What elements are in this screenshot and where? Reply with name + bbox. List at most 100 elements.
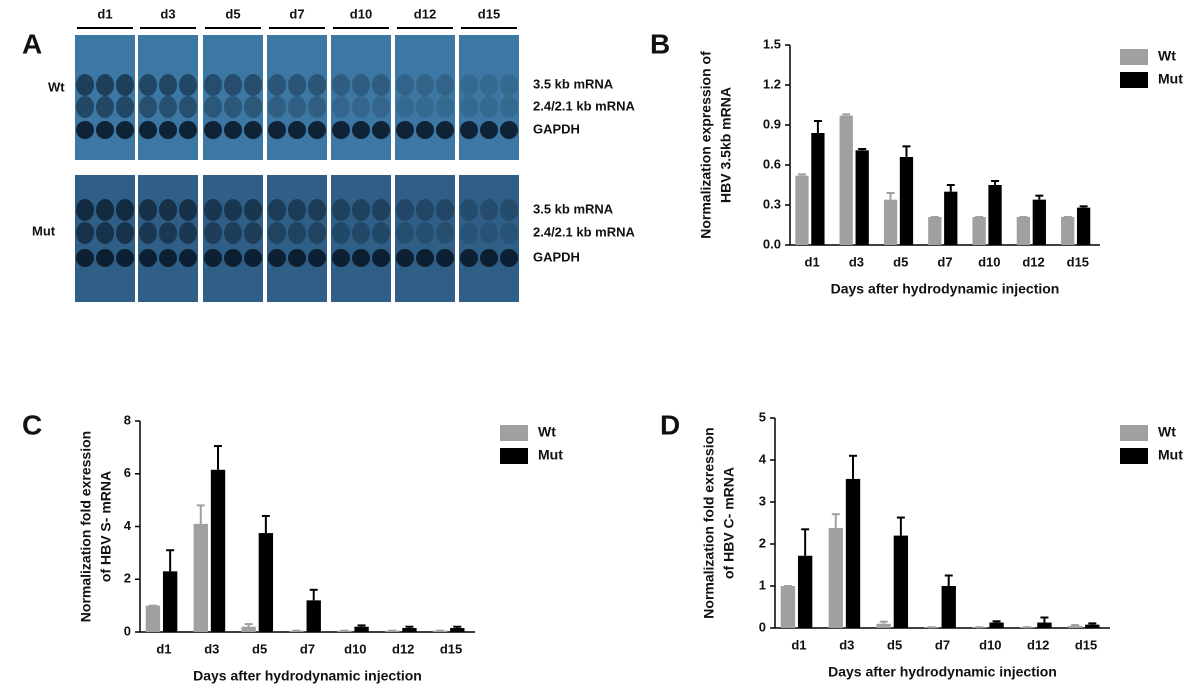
blot-band <box>500 121 518 139</box>
blot-band <box>224 199 242 221</box>
bar <box>1037 622 1052 628</box>
error-bar <box>849 454 858 479</box>
blot-band <box>332 249 350 267</box>
blot-band <box>244 96 262 118</box>
blot-band <box>244 222 262 244</box>
y-tick-label: 1.5 <box>763 36 781 51</box>
error-bar <box>405 625 414 629</box>
band-label: 2.4/2.1 kb mRNA <box>533 98 635 113</box>
bar <box>972 217 986 245</box>
y-tick-label: 0.0 <box>763 236 781 251</box>
blot-band <box>480 249 498 267</box>
y-tick-label: 0.6 <box>763 156 781 171</box>
error-bar <box>944 574 953 586</box>
blot-band <box>204 74 222 96</box>
bar <box>797 555 813 628</box>
bar <box>944 191 958 245</box>
x-tick-label: d5 <box>887 637 902 652</box>
x-tick-label: d12 <box>1022 254 1044 269</box>
bar <box>306 600 321 632</box>
blot-band <box>139 249 157 267</box>
blot-band <box>159 249 177 267</box>
panel-label: A <box>22 28 42 59</box>
blot-band <box>159 96 177 118</box>
error-bar <box>261 514 270 534</box>
blot-band <box>332 121 350 139</box>
x-axis-label: Days after hydrodynamic injection <box>828 664 1057 680</box>
error-bar <box>1035 194 1044 200</box>
blot-band <box>76 96 94 118</box>
x-tick-label: d3 <box>204 641 219 656</box>
bar <box>354 626 369 632</box>
lane-day-label: d10 <box>350 6 372 21</box>
blot-band <box>480 74 498 96</box>
error-bar <box>946 184 955 192</box>
y-tick-label: 5 <box>759 409 766 424</box>
blot-band <box>76 222 94 244</box>
blot-band <box>139 74 157 96</box>
y-tick-label: 2 <box>759 535 766 550</box>
blot-band <box>224 222 242 244</box>
lane-day-label: d1 <box>97 6 112 21</box>
bar <box>988 185 1002 245</box>
x-tick-label: d15 <box>440 641 462 656</box>
bar <box>795 175 809 245</box>
y-tick-label: 4 <box>759 451 767 466</box>
blot-band <box>268 199 286 221</box>
blot-band <box>436 222 454 244</box>
blot-band <box>96 74 114 96</box>
blot-band <box>244 199 262 221</box>
blot-band <box>139 121 157 139</box>
blot-band <box>139 199 157 221</box>
row-label: Mut <box>32 223 56 238</box>
blot-band <box>179 199 197 221</box>
error-bar <box>831 513 840 529</box>
blot-band <box>179 121 197 139</box>
blot-band <box>416 199 434 221</box>
error-bar <box>813 120 822 133</box>
blot-band <box>224 96 242 118</box>
y-tick-label: 6 <box>124 465 131 480</box>
x-tick-label: d15 <box>1075 637 1097 652</box>
panel-label: B <box>650 28 670 59</box>
y-axis-label: Normalization fold exression <box>78 431 94 622</box>
y-tick-label: 0 <box>124 623 131 638</box>
blot-image <box>459 35 519 160</box>
blot-band <box>224 74 242 96</box>
x-tick-label: d10 <box>979 637 1001 652</box>
blot-band <box>244 121 262 139</box>
bar <box>941 586 956 628</box>
blot-image <box>267 35 327 160</box>
blot-image <box>395 35 455 160</box>
row-label: Wt <box>48 79 65 94</box>
blot-band <box>204 249 222 267</box>
error-bar <box>991 180 1000 185</box>
blot-band <box>372 96 390 118</box>
y-tick-label: 0.3 <box>763 196 781 211</box>
blot-band <box>416 121 434 139</box>
blot-band <box>480 96 498 118</box>
blot-band <box>436 74 454 96</box>
blot-band <box>332 199 350 221</box>
blot-band <box>179 222 197 244</box>
blot-band <box>268 222 286 244</box>
bar <box>210 469 226 632</box>
error-bar <box>1088 622 1097 625</box>
bar <box>811 133 825 245</box>
blot-band <box>159 199 177 221</box>
y-tick-label: 3 <box>759 493 766 508</box>
blot-band <box>500 96 518 118</box>
error-bar <box>801 528 810 556</box>
y-axis-label: of HBV C- mRNA <box>721 467 737 579</box>
blot-band <box>352 199 370 221</box>
x-tick-label: d7 <box>300 641 315 656</box>
error-bar <box>453 625 462 629</box>
blot-band <box>480 199 498 221</box>
blot-band <box>76 121 94 139</box>
blot-band <box>288 222 306 244</box>
blot-image <box>267 175 327 302</box>
error-bar <box>1071 624 1080 627</box>
blot-band <box>460 96 478 118</box>
legend-swatch <box>1120 49 1148 65</box>
